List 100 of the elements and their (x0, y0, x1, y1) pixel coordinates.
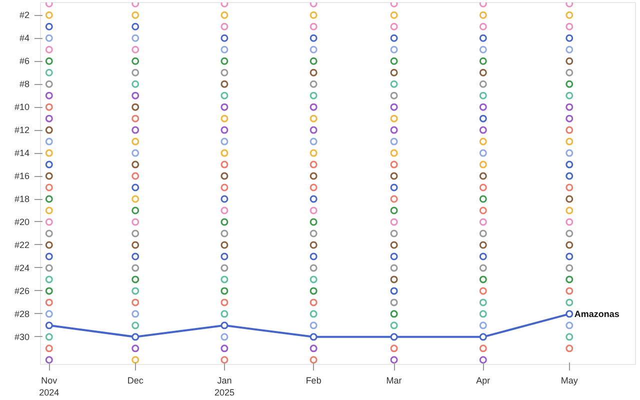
point (45, 310, 53, 318)
point (479, 149, 487, 157)
point (566, 218, 574, 226)
point (390, 57, 398, 65)
point (132, 344, 140, 352)
point (220, 34, 228, 42)
point (390, 114, 398, 122)
point (132, 310, 140, 318)
point (220, 241, 228, 249)
point (220, 172, 228, 180)
point (479, 11, 487, 19)
y-tick-label: #12 (14, 125, 30, 136)
y-tick-label: #6 (19, 56, 30, 66)
point (45, 138, 53, 146)
point (220, 206, 228, 214)
point (390, 149, 398, 157)
point (132, 206, 140, 214)
point (132, 22, 140, 30)
point (566, 184, 574, 192)
point (310, 68, 318, 76)
point (310, 356, 318, 364)
point (220, 149, 228, 157)
point (390, 160, 398, 168)
point (132, 195, 140, 203)
y-tick-label: #16 (14, 171, 30, 182)
point (45, 287, 53, 295)
point (310, 195, 318, 203)
point (220, 356, 228, 364)
y-tick-label: #10 (14, 102, 30, 112)
point (45, 22, 53, 30)
point (390, 264, 398, 272)
point (310, 344, 318, 352)
point (390, 310, 398, 318)
point (220, 333, 228, 341)
x-tick-label: Mar (386, 376, 402, 386)
point (220, 218, 228, 226)
point (220, 114, 228, 122)
point (566, 322, 574, 330)
point (132, 218, 140, 226)
point (390, 356, 398, 364)
point (310, 11, 318, 19)
point (310, 264, 318, 272)
point (566, 241, 574, 249)
point (220, 80, 228, 88)
point (566, 138, 574, 146)
point (310, 298, 318, 306)
point (310, 103, 318, 111)
point (220, 276, 228, 284)
point (566, 344, 574, 352)
point (132, 114, 140, 122)
point (566, 22, 574, 30)
point (566, 11, 574, 19)
point (566, 333, 574, 341)
point (45, 103, 53, 111)
y-tick-label: #20 (14, 217, 30, 227)
point (479, 34, 487, 42)
x-tick-label: May (560, 376, 578, 386)
point (479, 68, 487, 76)
point (132, 230, 140, 238)
y-tick-label: #8 (19, 79, 30, 90)
point (390, 11, 398, 19)
point (310, 138, 318, 146)
point (390, 206, 398, 214)
point (310, 114, 318, 122)
point (45, 276, 53, 284)
point (45, 252, 53, 260)
point (479, 172, 487, 180)
point (45, 184, 53, 192)
point (310, 287, 318, 295)
point (479, 322, 487, 330)
y-tick-label: #14 (14, 148, 30, 158)
point (220, 344, 228, 352)
point (45, 126, 53, 134)
point (310, 333, 318, 341)
point (310, 22, 318, 30)
point (390, 333, 398, 341)
x-tick-label: Dec (127, 376, 144, 386)
point (45, 206, 53, 214)
point (220, 46, 228, 54)
point (220, 184, 228, 192)
point (220, 92, 228, 100)
point (45, 172, 53, 180)
point (132, 276, 140, 284)
point (479, 276, 487, 284)
point (390, 322, 398, 330)
point (45, 57, 53, 65)
point (132, 57, 140, 65)
point (566, 298, 574, 306)
y-tick-label: #22 (14, 240, 30, 250)
point (132, 252, 140, 260)
point (479, 230, 487, 238)
y-tick-label: #4 (19, 33, 30, 44)
point (566, 230, 574, 238)
x-tick-label: Jan 2025 (214, 376, 234, 398)
point (390, 126, 398, 134)
series-label: Amazonas (574, 308, 620, 319)
point (390, 195, 398, 203)
point (566, 68, 574, 76)
point (45, 241, 53, 249)
point (45, 264, 53, 272)
